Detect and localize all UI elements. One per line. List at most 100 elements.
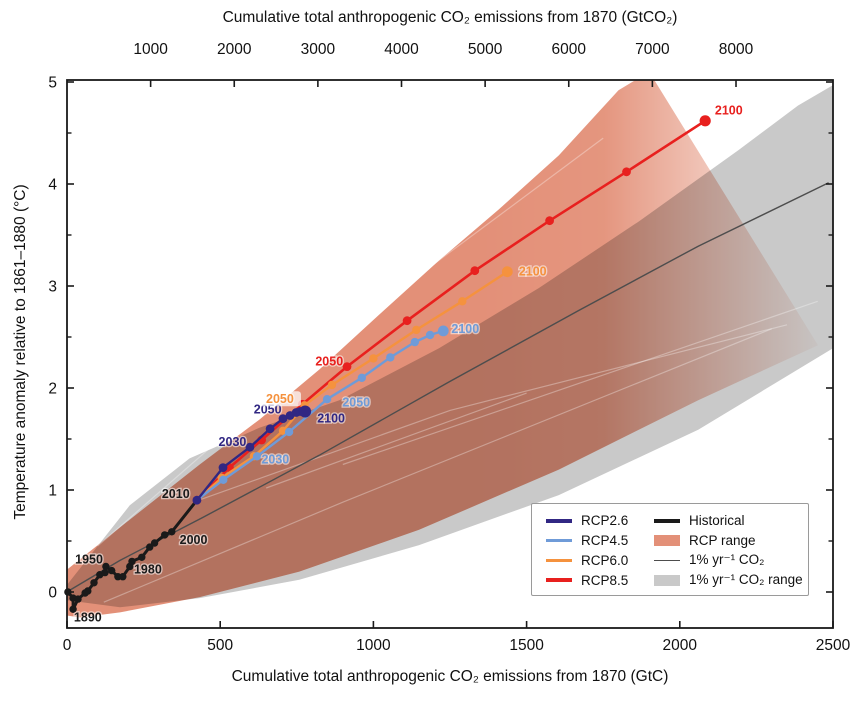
legend-label: RCP2.6	[581, 513, 629, 529]
series-point-rcp8.5	[402, 316, 412, 326]
legend-item: RCP6.0	[546, 551, 654, 571]
inner-range-edge-line	[265, 392, 527, 489]
year-annotation: 2050	[342, 395, 370, 409]
legend-swatch-patch	[654, 535, 680, 547]
series-point-rcp4.5	[425, 330, 435, 340]
legend-item: Historical	[654, 511, 804, 531]
series-point-rcp2.6	[218, 463, 228, 472]
legend-column: RCP2.6 RCP4.5 RCP6.0 RCP8.5	[546, 511, 654, 590]
year-annotation: 1980	[134, 563, 162, 577]
series-point-rcp2.6	[245, 442, 255, 452]
year-annotation: 1890	[74, 611, 102, 625]
inner-range-edge-line	[342, 300, 818, 466]
series-line-1-yr-co-	[69, 182, 829, 591]
y-tick-label: 1	[48, 483, 57, 500]
legend-swatch-patch	[654, 574, 680, 586]
series-point-historical	[74, 595, 82, 603]
legend-label: Historical	[689, 513, 745, 529]
year-annotation: 2100	[715, 104, 743, 118]
series-point-rcp2.6	[299, 405, 312, 418]
legend-box: RCP2.6 RCP4.5 RCP6.0 RCP8.5 Historical RCP ra…	[531, 503, 809, 596]
series-point-historical	[146, 543, 154, 551]
series-point-historical	[102, 562, 110, 571]
series-point-historical	[150, 539, 159, 547]
x-tick-label-top: 8000	[719, 41, 754, 58]
x-tick-label-top: 7000	[635, 41, 670, 58]
inner-range-edge-line	[198, 324, 788, 501]
x-tick-label-top: 6000	[552, 41, 587, 58]
series-line-rcp8.5	[195, 119, 707, 502]
x-tick-label-bottom: 2500	[816, 637, 851, 654]
legend-item: RCP2.6	[546, 511, 654, 531]
y-tick-label: 5	[48, 75, 57, 92]
series-point-rcp4.5	[284, 427, 294, 437]
legend-label: 1% yr⁻¹ CO₂ range	[689, 572, 803, 588]
rcp-range-band	[67, 80, 818, 618]
series-point-rcp2.6	[192, 495, 202, 505]
plot-frame	[66, 79, 834, 629]
series-point-historical	[161, 531, 169, 539]
series-point-rcp2.6	[278, 414, 288, 423]
year-annotation: 2030	[261, 452, 289, 466]
legend-item: RCP8.5	[546, 570, 654, 590]
inner-range-edge-line	[103, 328, 772, 603]
series-point-rcp4.5	[357, 373, 366, 382]
x-tick-label-bottom: 1500	[509, 637, 544, 654]
legend-label: RCP8.5	[581, 572, 629, 588]
x-tick-label-top: 2000	[217, 41, 252, 58]
series-point-historical	[90, 579, 98, 587]
legend-swatch-line	[546, 538, 572, 543]
series-point-rcp8.5	[342, 362, 352, 371]
y-tick-label: 2	[48, 381, 57, 398]
bottom-axis-title: Cumulative total anthropogenic CO₂ emiss…	[231, 668, 669, 685]
plot-area	[67, 80, 833, 618]
series-line-rcp6.0	[195, 270, 509, 502]
x-tick-label-top: 4000	[384, 41, 419, 58]
series-point-historical	[108, 566, 116, 575]
year-annotation: 2100	[451, 322, 479, 336]
year-annotation: 2010	[162, 487, 190, 501]
series-point-historical	[101, 568, 109, 577]
year-annotation: 2100	[317, 412, 345, 426]
series-point-rcp6.0	[327, 380, 337, 390]
x-tick-label-bottom: 1000	[356, 637, 391, 654]
series-point-historical	[168, 528, 176, 536]
legend-label: RCP6.0	[581, 552, 629, 568]
legend-label: RCP4.5	[581, 533, 629, 549]
legend-item: RCP range	[654, 531, 804, 551]
x-tick-label-bottom: 0	[63, 637, 72, 654]
legend-swatch-thinline	[654, 559, 680, 562]
series-point-rcp4.5	[386, 353, 395, 362]
series-point-rcp4.5	[219, 475, 228, 484]
legend-swatch-line	[654, 519, 680, 523]
series-point-rcp8.5	[545, 216, 554, 226]
legend-swatch-line	[546, 558, 572, 563]
series-line-rcp4.5	[195, 329, 445, 502]
series-point-rcp4.5	[437, 325, 449, 337]
x-tick-label-top: 1000	[133, 41, 168, 58]
x-tick-label-top: 3000	[301, 41, 336, 58]
series-point-rcp8.5	[470, 266, 480, 276]
series-point-rcp6.0	[458, 297, 467, 306]
series-point-historical	[84, 587, 92, 595]
y-axis-title: Temperature anomaly relative to 1861–188…	[12, 184, 29, 520]
series-point-rcp4.5	[410, 337, 419, 347]
series-point-historical	[119, 573, 127, 581]
legend-item: 1% yr⁻¹ CO₂	[654, 551, 804, 571]
year-annotation: 2030	[219, 435, 247, 449]
legend-label: RCP range	[689, 533, 756, 549]
year-annotation: 2100	[519, 265, 547, 279]
series-point-rcp6.0	[412, 325, 421, 335]
inner-range-edge-line	[97, 137, 604, 547]
legend-column: Historical RCP range 1% yr⁻¹ CO₂ 1% yr⁻¹ CO…	[654, 511, 804, 590]
annotation-halo	[258, 391, 301, 407]
series-point-rcp8.5	[699, 115, 711, 127]
series-point-rcp4.5	[252, 452, 262, 461]
series-point-rcp4.5	[322, 395, 332, 404]
series-point-rcp6.0	[369, 354, 378, 363]
series-point-historical	[138, 553, 146, 561]
series-point-rcp2.6	[265, 424, 275, 434]
series-point-historical	[69, 605, 77, 613]
series-point-historical	[128, 557, 136, 566]
